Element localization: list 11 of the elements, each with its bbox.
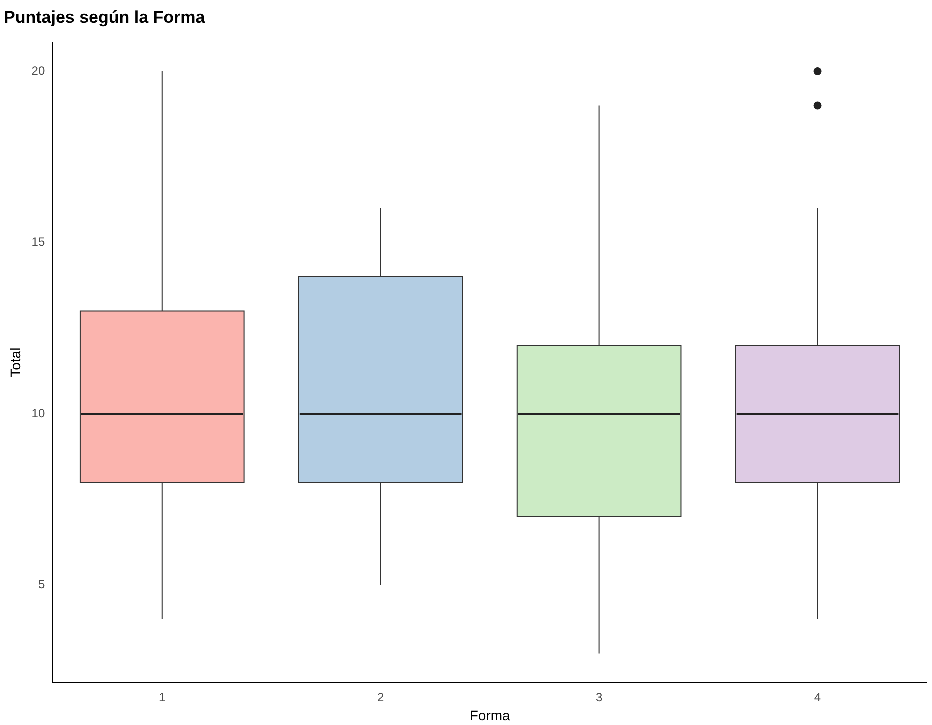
chart-title: Puntajes según la Forma: [4, 8, 206, 27]
y-tick-label: 15: [32, 235, 46, 250]
x-tick-label: 1: [159, 690, 166, 704]
y-tick-label: 5: [38, 578, 46, 592]
x-tick-label: 2: [378, 690, 384, 704]
y-tick-label: 20: [32, 64, 46, 78]
x-tick-label: 3: [596, 690, 603, 704]
x-tick-label: 4: [814, 690, 822, 704]
x-axis-title: Forma: [470, 707, 511, 724]
y-tick-label: 10: [32, 406, 46, 420]
y-axis-title: Total: [7, 348, 24, 378]
